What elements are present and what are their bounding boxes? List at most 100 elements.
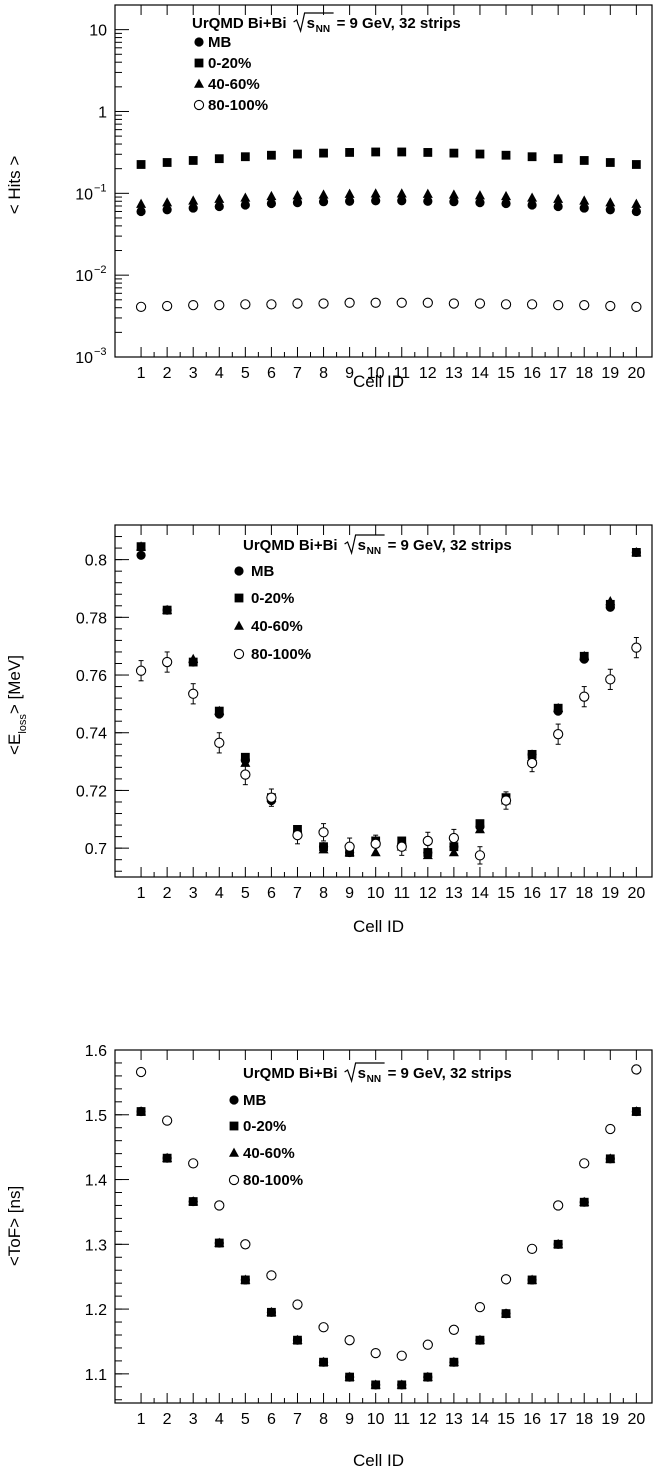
data-point xyxy=(371,196,381,206)
legend-label: 0-20% xyxy=(208,55,251,72)
data-point xyxy=(553,193,564,203)
legend-label: MB xyxy=(251,563,274,580)
data-point xyxy=(553,1200,564,1211)
data-point xyxy=(553,729,564,740)
series-0-20pct xyxy=(136,542,641,857)
legend-energy: = 9 GeV, 32 strips xyxy=(388,537,512,554)
data-point xyxy=(344,1371,355,1381)
legend-energy: = 9 GeV, 32 strips xyxy=(337,15,461,32)
data-point xyxy=(214,201,224,212)
data-point xyxy=(344,188,355,198)
sqrt-sub: NN xyxy=(316,24,330,35)
x-axis-label: Cell ID xyxy=(353,372,404,391)
legend-label: 40-60% xyxy=(208,76,260,93)
x-tick-label: 9 xyxy=(345,885,354,902)
data-point xyxy=(240,1239,251,1250)
data-point xyxy=(136,541,147,551)
data-point xyxy=(423,196,433,206)
data-point xyxy=(579,650,590,661)
x-tick-label: 12 xyxy=(419,1411,437,1428)
data-point xyxy=(579,691,590,702)
data-point xyxy=(631,1064,642,1075)
series-80-100pct xyxy=(135,1064,642,1361)
data-point xyxy=(188,203,198,213)
data-point xyxy=(266,190,277,201)
x-tick-label: 15 xyxy=(497,885,515,902)
data-point xyxy=(553,300,564,311)
series-40-60pct xyxy=(136,188,642,208)
data-point xyxy=(344,1335,355,1346)
x-tick-label: 10 xyxy=(367,365,385,382)
y-tick-label: 10 xyxy=(75,268,93,285)
data-point xyxy=(292,198,303,208)
x-tick-label: 19 xyxy=(601,365,619,382)
y-axis-label: <Eloss> [MeV] xyxy=(5,655,29,755)
data-point xyxy=(292,1299,303,1310)
data-point xyxy=(474,823,485,834)
data-point xyxy=(475,819,485,829)
legend-marker xyxy=(229,1121,239,1131)
data-point xyxy=(345,196,355,206)
data-point xyxy=(370,1379,381,1389)
y-tick-label: 0.76 xyxy=(76,668,107,685)
data-point xyxy=(344,297,355,308)
x-axis-label: Cell ID xyxy=(353,917,404,936)
x-tick-label: 3 xyxy=(189,885,198,902)
data-point xyxy=(631,547,642,557)
x-tick-label: 9 xyxy=(345,365,354,382)
data-point xyxy=(240,769,251,780)
series-0-20pct xyxy=(136,1107,641,1390)
legend-title: UrQMD Bi+Bi xyxy=(243,1065,338,1082)
legend-title-main: UrQMD Bi+Bi xyxy=(243,537,338,554)
data-point xyxy=(448,832,460,844)
x-tick-label: 5 xyxy=(241,365,250,382)
y-tick-label: 1.5 xyxy=(85,1108,107,1125)
data-point xyxy=(161,656,173,668)
legend: UrQMD Bi+Bi s NN = 9 GeV, 32 strips MB 0-20% 4… xyxy=(192,12,461,114)
y-axis-label-main: <E xyxy=(5,734,24,755)
data-point xyxy=(553,201,563,212)
x-tick-label: 14 xyxy=(471,1411,489,1428)
data-point xyxy=(396,297,407,308)
data-point xyxy=(474,850,486,861)
x-axis: 1 2 3 4 5 6 7 8 9 10 11 12 13 14 15 16 17 18 19 20 xyxy=(137,1050,645,1428)
y-tick-label: 10 xyxy=(89,23,107,40)
x-tick-label: 11 xyxy=(393,365,410,382)
data-point xyxy=(370,188,381,198)
legend-marker xyxy=(194,37,204,47)
data-point xyxy=(135,301,147,312)
data-point xyxy=(214,1237,225,1247)
data-point xyxy=(397,147,407,157)
y-tick-label: 1.6 xyxy=(85,1043,107,1060)
x-tick-label: 2 xyxy=(163,365,172,382)
data-point xyxy=(136,206,146,217)
x-tick-label: 11 xyxy=(393,885,410,902)
data-point xyxy=(553,154,563,164)
data-point xyxy=(553,1238,564,1249)
legend-marker xyxy=(233,648,245,660)
data-point xyxy=(396,1350,407,1361)
data-point xyxy=(214,737,225,748)
data-point xyxy=(396,841,407,852)
x-tick-label: 14 xyxy=(471,885,489,902)
data-point xyxy=(292,830,303,841)
data-point xyxy=(214,1200,225,1211)
data-point xyxy=(526,757,538,769)
x-tick-label: 9 xyxy=(345,1411,354,1428)
data-point xyxy=(449,148,459,158)
legend-label: 40-60% xyxy=(251,618,303,635)
data-point xyxy=(293,149,302,159)
data-point xyxy=(266,299,277,310)
sqrt-sub: NN xyxy=(367,546,381,557)
x-tick-label: 10 xyxy=(367,885,385,902)
data-point xyxy=(266,198,277,209)
x-tick-label: 10 xyxy=(367,1411,385,1428)
legend-label: 0-20% xyxy=(251,590,294,607)
x-tick-label: 14 xyxy=(471,365,489,382)
data-point xyxy=(162,604,173,614)
data-point xyxy=(136,1106,147,1116)
data-point xyxy=(240,752,250,762)
